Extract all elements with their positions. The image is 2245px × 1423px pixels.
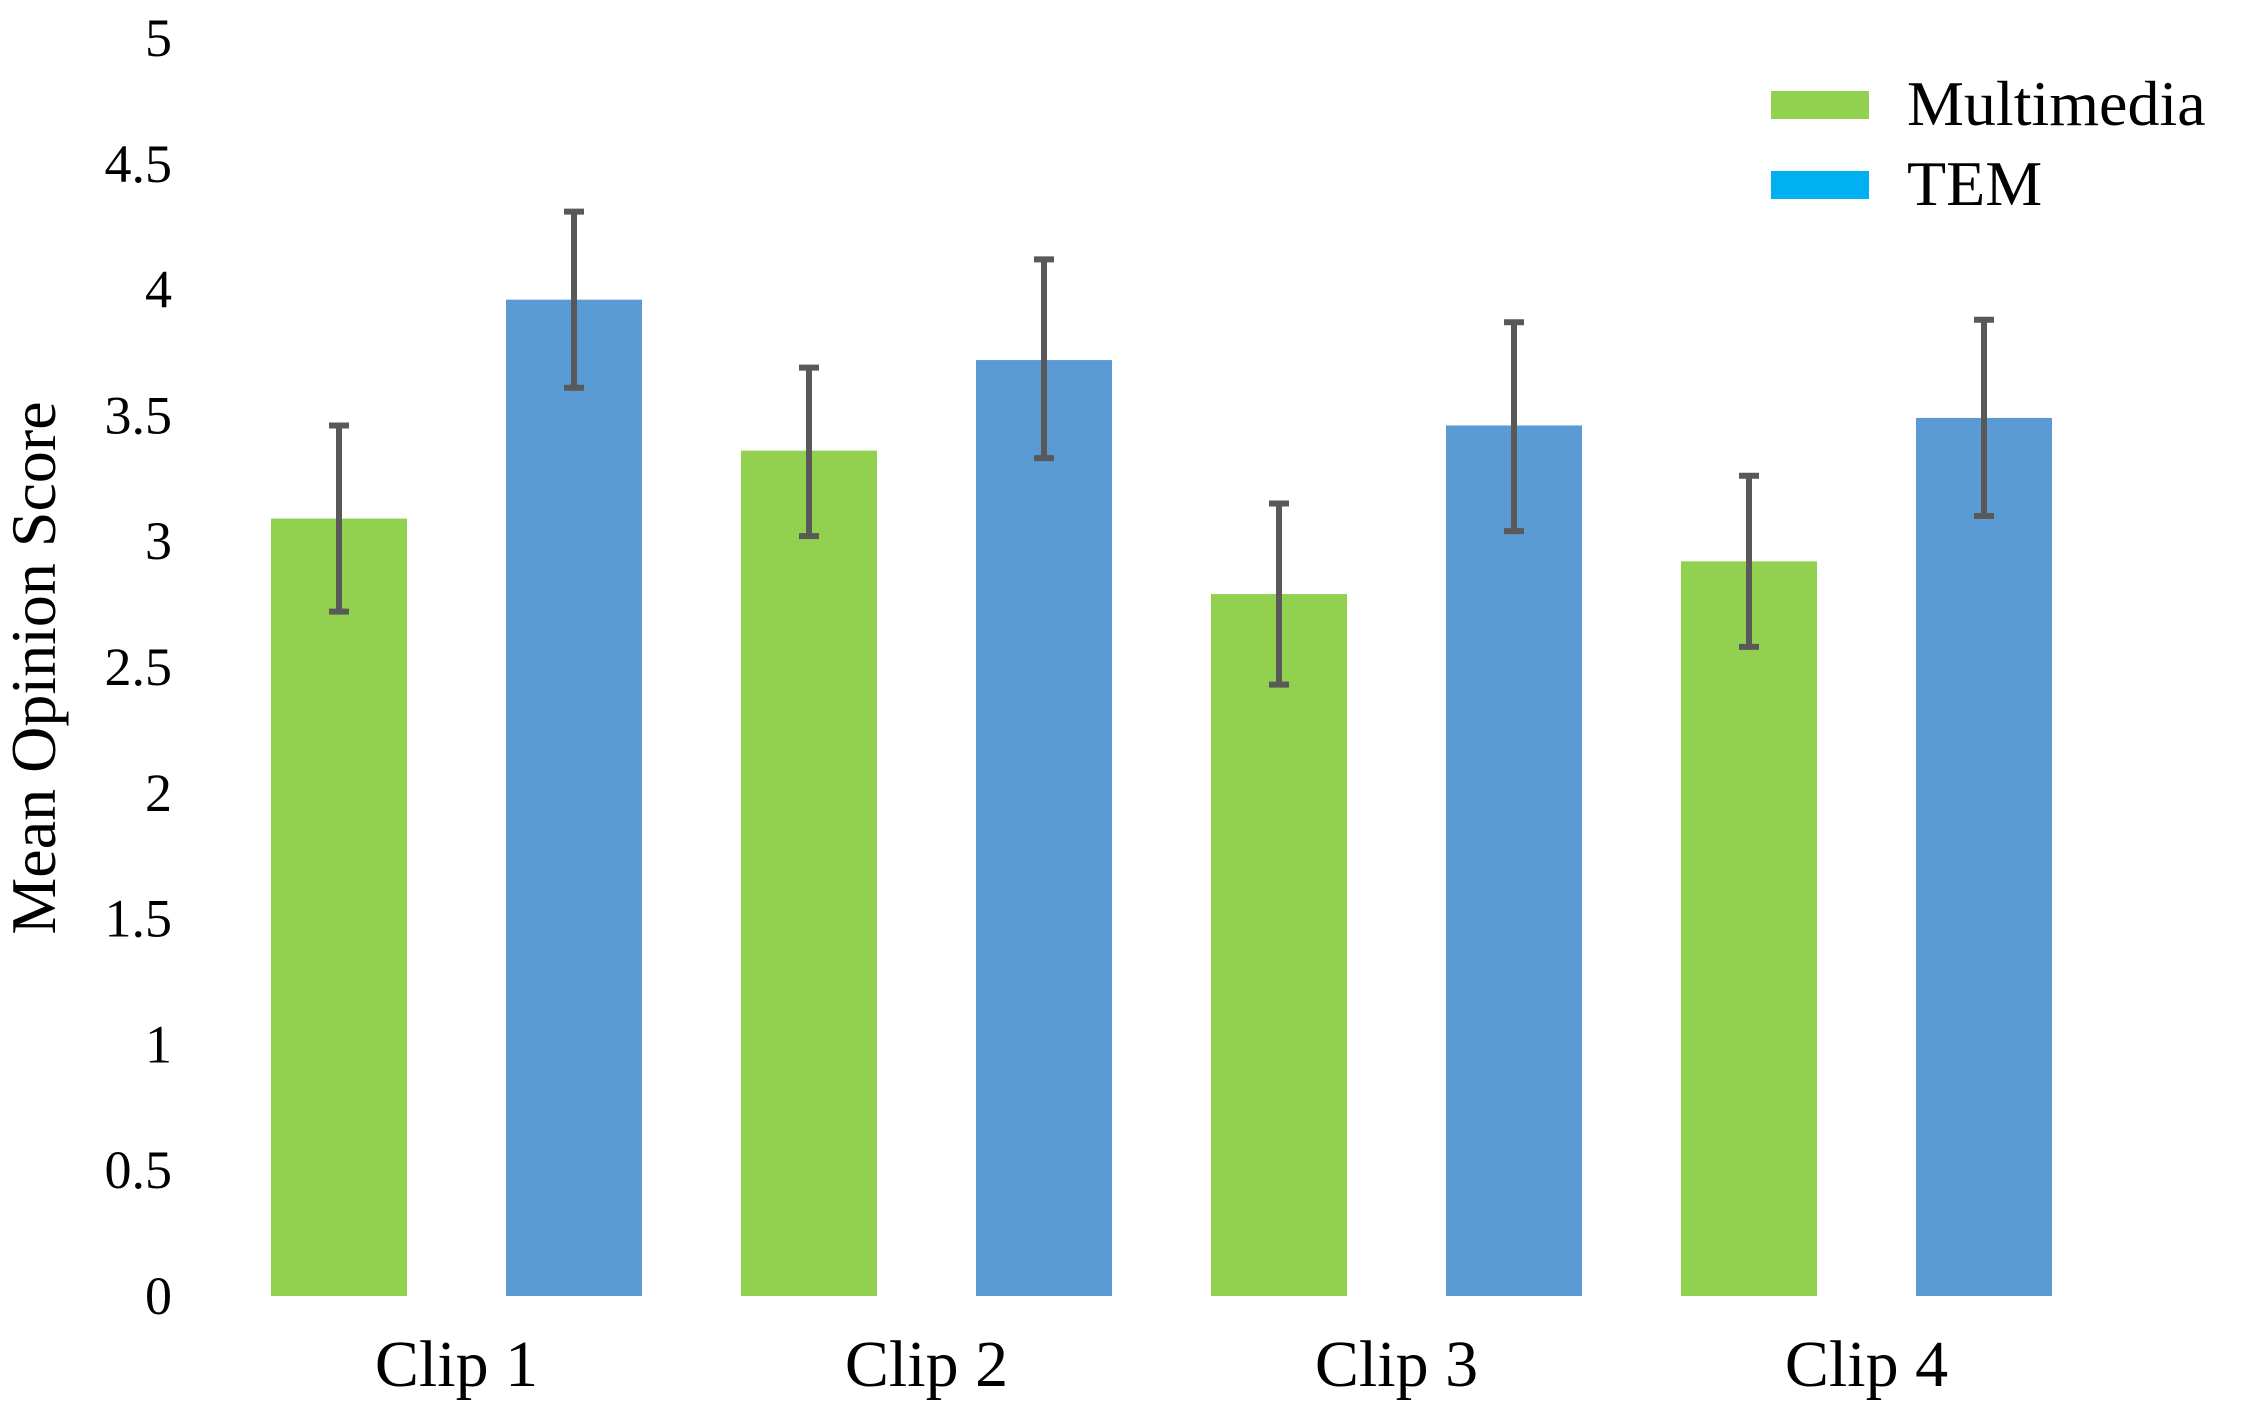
bar xyxy=(506,299,642,1296)
x-category-label: Clip 1 xyxy=(375,1328,538,1401)
y-axis-ticks: 0 0.5 1 1.5 2 2.5 3 3.5 4 4.5 5 xyxy=(105,8,173,1326)
bar xyxy=(1446,425,1582,1296)
x-axis-labels: Clip 1 Clip 2 Clip 3 Clip 4 xyxy=(375,1328,1948,1401)
bar xyxy=(1916,417,2052,1296)
y-tick-label: 5 xyxy=(145,8,172,68)
y-tick-label: 0.5 xyxy=(105,1140,173,1200)
bar xyxy=(976,360,1112,1297)
x-category-label: Clip 2 xyxy=(845,1328,1008,1401)
error-bars-layer xyxy=(329,208,1994,688)
legend-label: TEM xyxy=(1907,148,2042,219)
y-tick-label: 4 xyxy=(145,260,172,320)
x-category-label: Clip 3 xyxy=(1315,1328,1478,1401)
x-category-label: Clip 4 xyxy=(1785,1328,1948,1401)
y-tick-label: 2.5 xyxy=(105,637,173,697)
bar xyxy=(1681,561,1817,1296)
y-tick-label: 1.5 xyxy=(105,889,173,949)
y-tick-label: 0 xyxy=(145,1266,172,1326)
legend-label: Multimedia xyxy=(1907,68,2206,139)
bar xyxy=(271,518,407,1296)
bars-layer xyxy=(271,299,2052,1297)
y-tick-label: 3 xyxy=(145,511,172,571)
legend-swatch xyxy=(1771,91,1869,119)
bar xyxy=(741,450,877,1296)
y-tick-label: 1 xyxy=(145,1014,172,1074)
legend: Multimedia TEM xyxy=(1771,68,2206,219)
legend-swatch xyxy=(1771,171,1869,199)
y-tick-label: 2 xyxy=(145,763,172,823)
bar xyxy=(1211,594,1347,1296)
y-tick-label: 3.5 xyxy=(105,385,173,445)
y-tick-label: 4.5 xyxy=(105,134,173,194)
y-axis-title: Mean Opinion Score xyxy=(0,401,69,934)
